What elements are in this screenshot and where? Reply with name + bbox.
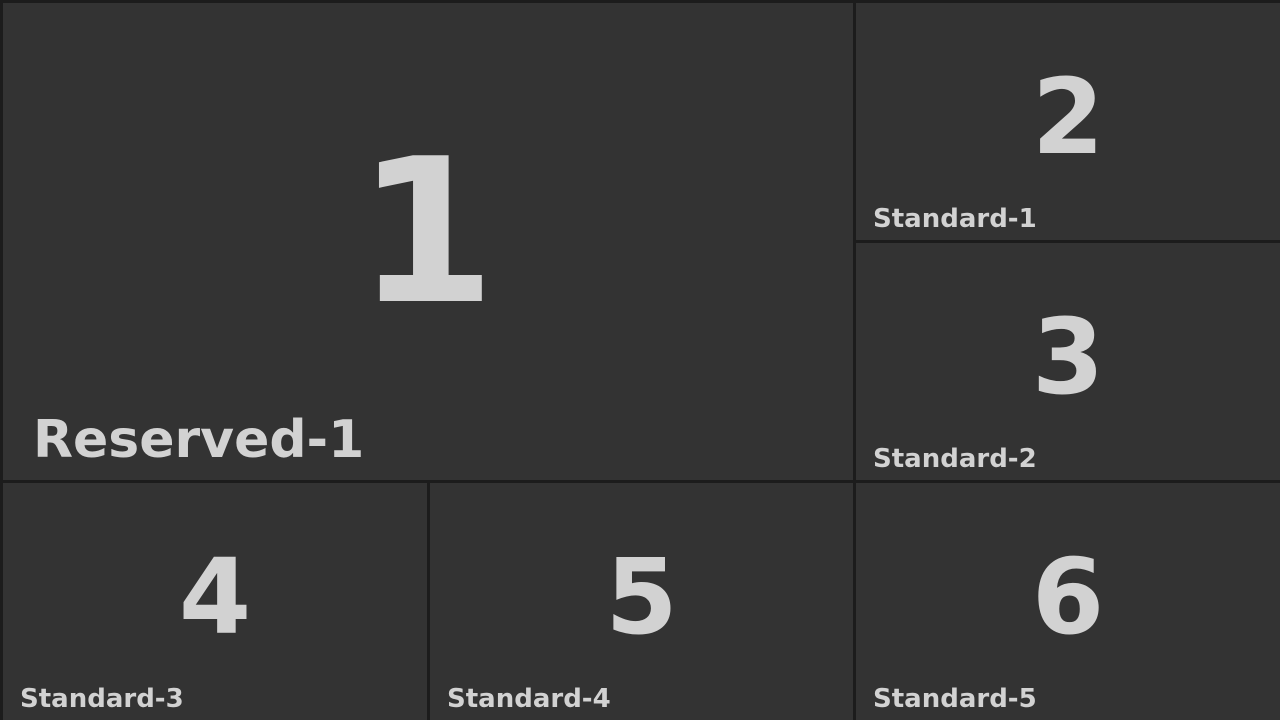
tile-standard-4[interactable]: 5 Standard-4 [430, 483, 853, 720]
tile-standard-5[interactable]: 6 Standard-5 [856, 483, 1280, 720]
tile-number: 2 [1031, 56, 1105, 178]
tile-standard-1[interactable]: 2 Standard-1 [856, 3, 1280, 240]
tile-standard-3[interactable]: 4 Standard-3 [3, 483, 427, 720]
tile-label: Reserved-1 [33, 410, 365, 470]
tile-number: 4 [178, 536, 252, 658]
tile-label: Standard-4 [447, 684, 611, 714]
tile-number: 5 [605, 536, 678, 658]
tile-label: Standard-5 [873, 684, 1037, 714]
tile-reserved-1[interactable]: 1 Reserved-1 [3, 3, 853, 480]
tile-label: Standard-1 [873, 204, 1037, 234]
tile-number: 3 [1031, 296, 1105, 418]
tile-label: Standard-2 [873, 444, 1037, 474]
tile-number: 1 [356, 116, 495, 349]
tile-label: Standard-3 [20, 684, 184, 714]
tile-standard-2[interactable]: 3 Standard-2 [856, 243, 1280, 480]
tile-number: 6 [1031, 536, 1105, 658]
